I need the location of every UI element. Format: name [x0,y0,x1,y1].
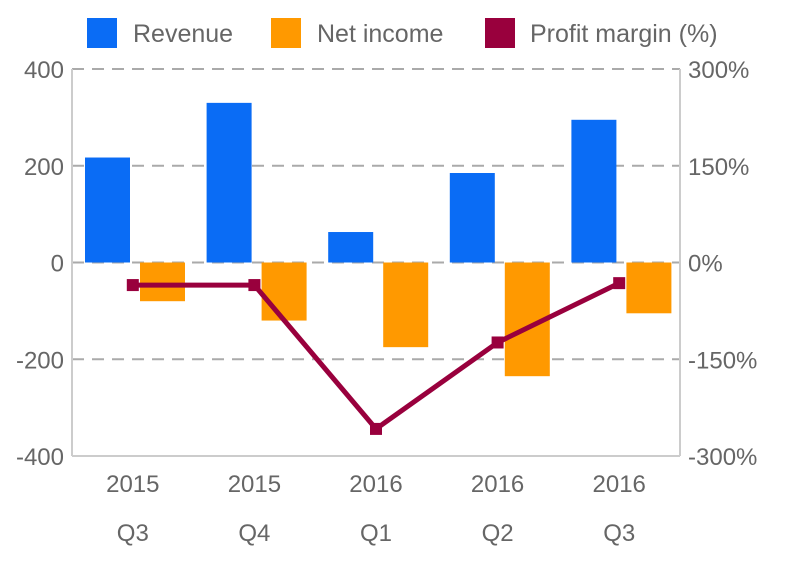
revenue-bar-3 [449,173,495,263]
legend-swatch-2 [485,18,515,48]
left-tick-label-1: 200 [24,154,64,181]
left-tick-label-4: -400 [16,444,64,471]
x-tick-quarter-3: Q2 [482,520,514,547]
legend: Revenue Net income Profit margin (%) [87,18,718,48]
profit-margin-point-3 [491,336,504,349]
net-income-bar-0 [140,262,185,302]
legend-swatch-1 [271,18,301,48]
left-tick-label-2: 0 [51,251,64,278]
right-tick-label-3: -150% [688,347,757,374]
x-tick-year-2: 2016 [349,471,402,498]
left-tick-label-0: 400 [24,57,64,84]
legend-swatch-0 [87,18,117,48]
profit-margin-point-0 [126,279,139,292]
right-tick-label-4: -300% [688,444,757,471]
revenue-bar-4 [571,119,617,263]
right-tick-label-0: 300% [688,57,749,84]
net-income-bar-4 [626,262,672,314]
x-tick-quarter-0: Q3 [117,520,149,547]
profit-margin-point-1 [248,279,261,292]
revenue-bar-1 [206,102,252,263]
bars [85,102,672,377]
right-tick-label-2: 0% [688,251,723,278]
x-tick-quarter-1: Q4 [238,520,270,547]
right-tick-label-1: 150% [688,154,749,181]
x-tick-year-4: 2016 [593,471,646,498]
legend-label-2: Profit margin (%) [530,20,718,48]
revenue-bar-2 [328,232,374,263]
x-tick-year-1: 2015 [228,471,281,498]
tick-labels: 400 200 0 -200 -400 300% 150% 0% -150% -300% 2015 Q… [16,57,757,547]
legend-label-1: Net income [317,20,443,48]
x-tick-year-3: 2016 [471,471,524,498]
x-tick-quarter-4: Q3 [603,520,635,547]
net-income-bar-1 [261,262,307,321]
x-tick-quarter-2: Q1 [360,520,392,547]
profit-margin-line [126,277,626,435]
net-income-bar-2 [383,262,429,348]
legend-label-0: Revenue [133,20,233,48]
revenue-bar-0 [85,157,130,263]
x-tick-year-0: 2015 [106,471,159,498]
profit-margin-point-4 [613,277,626,290]
axes [71,69,681,457]
profit-margin-point-2 [370,422,382,435]
left-tick-label-3: -200 [16,347,64,374]
